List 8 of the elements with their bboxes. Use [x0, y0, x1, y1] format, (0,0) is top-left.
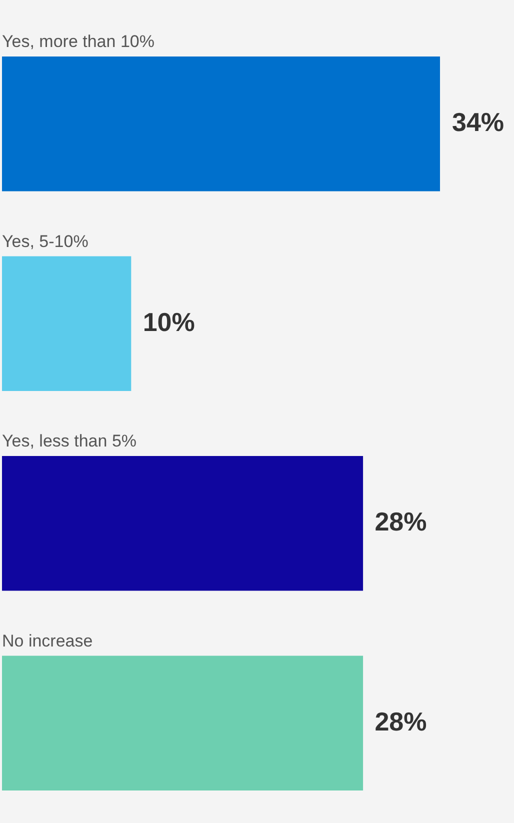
y-tick-label: No increase [2, 631, 93, 650]
y-tick-label: Yes, more than 10% [2, 32, 154, 52]
data-label: 10% [142, 306, 195, 337]
y-tick-label: Yes, less than 5% [2, 432, 137, 451]
data-label: 28% [374, 506, 427, 537]
y-tick-label: Yes, 5-10% [2, 232, 88, 251]
data-label: 34% [452, 107, 504, 138]
data-label: 28% [374, 706, 427, 736]
